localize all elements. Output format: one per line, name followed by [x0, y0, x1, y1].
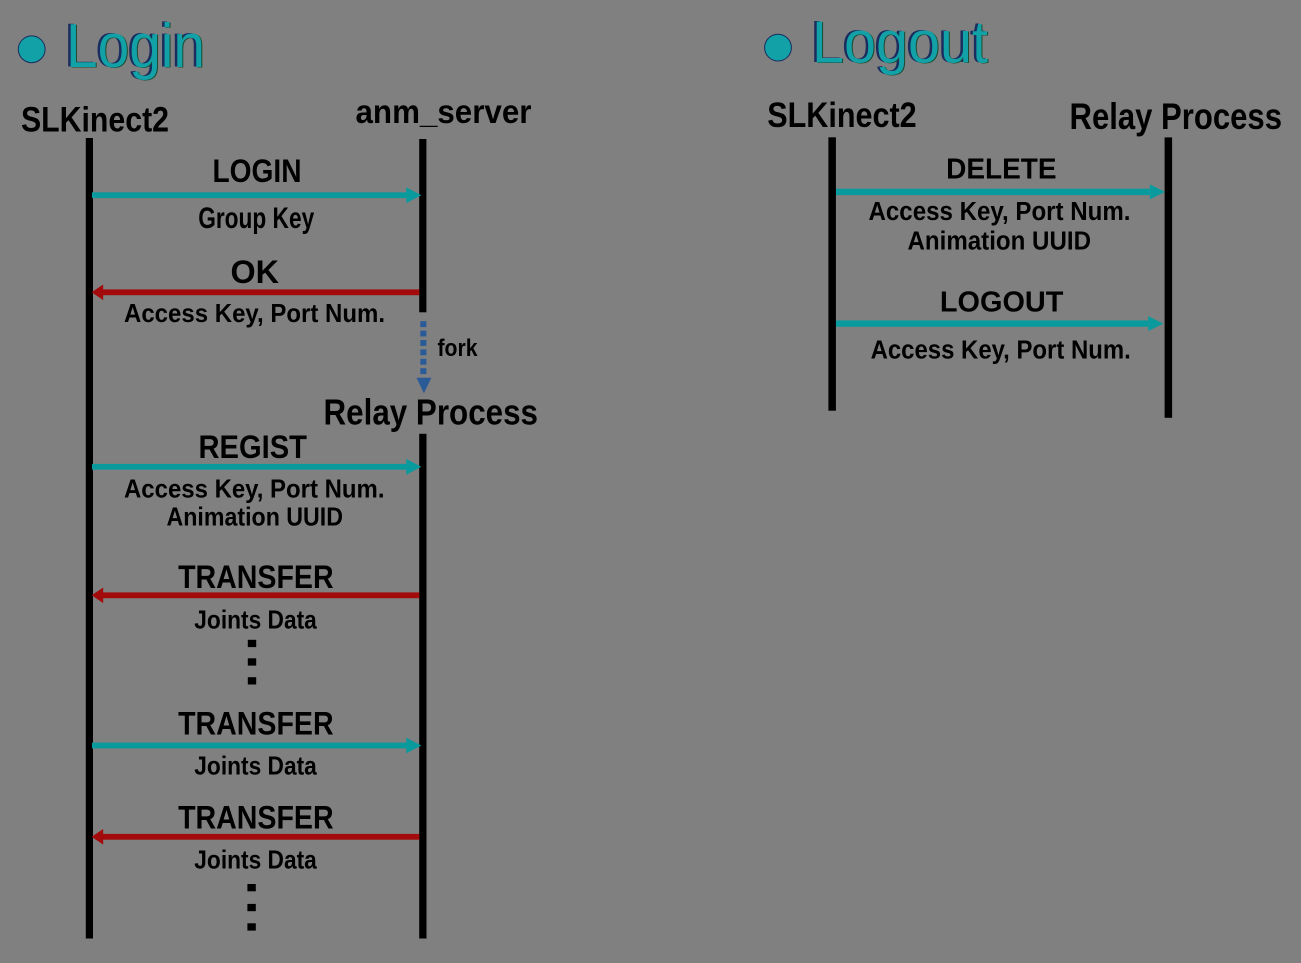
svg-text:REGIST: REGIST	[199, 429, 308, 465]
svg-text:Joints Data: Joints Data	[194, 845, 317, 875]
svg-text:Relay Process: Relay Process	[1070, 96, 1283, 137]
svg-text:Group Key: Group Key	[198, 202, 314, 235]
svg-text:SLKinect2: SLKinect2	[767, 96, 917, 135]
svg-text:anm_server: anm_server	[356, 94, 532, 131]
svg-text:Access Key, Port Num.: Access Key, Port Num.	[871, 335, 1131, 365]
svg-text:Joints Data: Joints Data	[194, 604, 317, 634]
svg-text:Animation UUID: Animation UUID	[908, 226, 1092, 256]
svg-text:TRANSFER: TRANSFER	[178, 800, 334, 836]
svg-text:Logout: Logout	[813, 9, 989, 76]
svg-text:LOGIN: LOGIN	[213, 153, 302, 189]
svg-text:Login: Login	[66, 12, 205, 81]
svg-text:fork: fork	[438, 335, 479, 362]
svg-text:DELETE: DELETE	[946, 153, 1057, 185]
svg-text:Animation UUID: Animation UUID	[167, 501, 344, 531]
svg-text:TRANSFER: TRANSFER	[178, 705, 334, 741]
svg-text:Access Key, Port Num.: Access Key, Port Num.	[124, 474, 385, 504]
svg-text:Access Key, Port Num.: Access Key, Port Num.	[124, 298, 385, 328]
svg-text:Access Key, Port Num.: Access Key, Port Num.	[869, 196, 1131, 226]
svg-text:Relay Process: Relay Process	[324, 392, 539, 433]
svg-text:Joints Data: Joints Data	[194, 751, 317, 781]
svg-text:Login: Login	[64, 12, 203, 81]
svg-text:OK: OK	[231, 254, 280, 290]
svg-text:LOGOUT: LOGOUT	[940, 286, 1064, 318]
svg-text:Logout: Logout	[812, 8, 988, 75]
svg-text:TRANSFER: TRANSFER	[178, 559, 334, 595]
svg-text:SLKinect2: SLKinect2	[21, 99, 169, 139]
svg-text:Logout: Logout	[810, 8, 986, 75]
svg-text:Login: Login	[67, 13, 206, 82]
